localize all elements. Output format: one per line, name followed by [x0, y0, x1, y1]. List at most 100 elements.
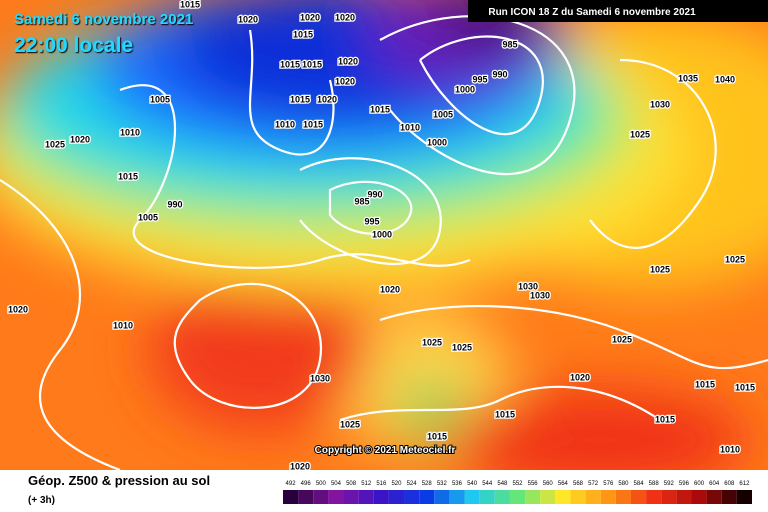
isobar-label: 990 — [367, 189, 382, 199]
isobar-label: 1015 — [280, 59, 300, 69]
legend-level: 536 — [452, 481, 463, 487]
legend-level: 576 — [603, 481, 614, 487]
legend-swatch — [373, 490, 389, 504]
isobar-label: 1015 — [290, 94, 310, 104]
legend-swatch — [388, 490, 405, 504]
isobar-label: 1010 — [275, 119, 295, 129]
legend-swatch — [615, 490, 631, 504]
isobar-label: 985 — [502, 39, 517, 49]
legend-level: 528 — [422, 481, 433, 487]
isobar-label: 1005 — [138, 212, 158, 222]
legend-level: 552 — [512, 481, 523, 487]
legend-swatch — [721, 490, 737, 504]
isobar-label: 1030 — [310, 373, 330, 383]
isobar-label: 1005 — [150, 94, 170, 104]
isobar-label: 1030 — [518, 281, 538, 291]
legend-level: 588 — [649, 481, 660, 487]
isobar-label: 1015 — [303, 119, 323, 129]
legend-level: 596 — [679, 481, 690, 487]
legend-swatch — [676, 490, 692, 504]
isobar-label: 1015 — [293, 29, 313, 39]
legend-swatch — [540, 490, 556, 504]
legend-level: 532 — [437, 481, 448, 487]
isobar-label: 1015 — [695, 379, 715, 389]
legend-level: 516 — [376, 481, 387, 487]
legend-level: 500 — [316, 481, 327, 487]
legend-swatch — [691, 490, 707, 504]
time-label: 22:00 locale — [14, 34, 133, 57]
legend-level: 508 — [346, 481, 357, 487]
legend-swatch — [706, 490, 722, 504]
isobar-label: 1010 — [400, 122, 420, 132]
isobar-label: 1005 — [433, 109, 453, 119]
date-label: Samedi 6 novembre 2021 — [14, 11, 193, 28]
legend-level: 604 — [709, 481, 720, 487]
legend-swatch — [600, 490, 616, 504]
isobar-label: 1000 — [455, 84, 475, 94]
isobar-label: 1000 — [427, 137, 447, 147]
isobar-label: 1020 — [70, 134, 90, 144]
legend-level: 572 — [588, 481, 599, 487]
isobar-label: 990 — [167, 199, 182, 209]
legend-level: 600 — [694, 481, 705, 487]
isobar-label: 1025 — [340, 419, 360, 429]
legend-swatch — [555, 490, 571, 504]
legend-level: 584 — [634, 481, 645, 487]
isobar-label: 1015 — [118, 171, 138, 181]
footer-step: (+ 3h) — [28, 495, 55, 506]
legend-level: 608 — [724, 481, 735, 487]
isobar-label: 1015 — [735, 382, 755, 392]
isobar-label: 985 — [354, 196, 369, 206]
legend-swatch — [298, 490, 314, 504]
isobar-label: 1025 — [452, 342, 472, 352]
legend-swatch — [449, 490, 465, 504]
legend-level: 548 — [497, 481, 508, 487]
legend-swatch — [479, 490, 495, 504]
isobar-label: 1040 — [715, 74, 735, 84]
isobar-label: 1035 — [678, 73, 698, 83]
isobar-label: 1020 — [300, 12, 320, 22]
isobar-label: 1015 — [495, 409, 515, 419]
isobar-label: 1020 — [380, 284, 400, 294]
legend-swatch — [661, 490, 677, 504]
legend-swatch — [494, 490, 510, 504]
isobar-label: 1015 — [180, 0, 200, 9]
legend-swatch — [585, 490, 601, 504]
isobar-label: 1010 — [113, 320, 133, 330]
isobar-label: 1015 — [370, 104, 390, 114]
isobar-label: 1020 — [335, 76, 355, 86]
isobar-label: 1000 — [372, 229, 392, 239]
background-field — [0, 0, 768, 490]
legend-level: 568 — [573, 481, 584, 487]
isobar-label: 1025 — [630, 129, 650, 139]
legend-swatch — [283, 490, 299, 504]
isobars — [0, 15, 768, 472]
legend-level: 504 — [331, 481, 342, 487]
legend-swatch — [404, 490, 420, 504]
legend-swatch — [434, 490, 450, 504]
isobar-label: 1025 — [422, 337, 442, 347]
isobar-label: 1015 — [302, 59, 322, 69]
isobar-label: 1010 — [720, 444, 740, 454]
legend-level: 556 — [528, 481, 539, 487]
isobar-label: 1020 — [238, 14, 258, 24]
legend-level: 592 — [664, 481, 675, 487]
isobar-label: 1025 — [612, 334, 632, 344]
isobar-label: 1020 — [338, 56, 358, 66]
legend-swatch — [419, 490, 435, 504]
isobar-label: 1015 — [655, 414, 675, 424]
isobar-label: 1020 — [290, 461, 310, 471]
legend-level: 524 — [407, 481, 418, 487]
run-label: Run ICON 18 Z du Samedi 6 novembre 2021 — [488, 7, 696, 18]
legend-swatch — [736, 490, 752, 504]
legend-swatch — [343, 490, 359, 504]
legend-swatch — [464, 490, 480, 504]
legend-swatch — [525, 490, 541, 504]
isobar-label: 990 — [492, 69, 507, 79]
legend-level: 540 — [467, 481, 478, 487]
legend-swatch — [313, 490, 329, 504]
footer-title: Géop. Z500 & pression au sol — [28, 473, 210, 488]
legend-swatch — [509, 490, 526, 504]
isobar-label: 995 — [364, 216, 379, 226]
